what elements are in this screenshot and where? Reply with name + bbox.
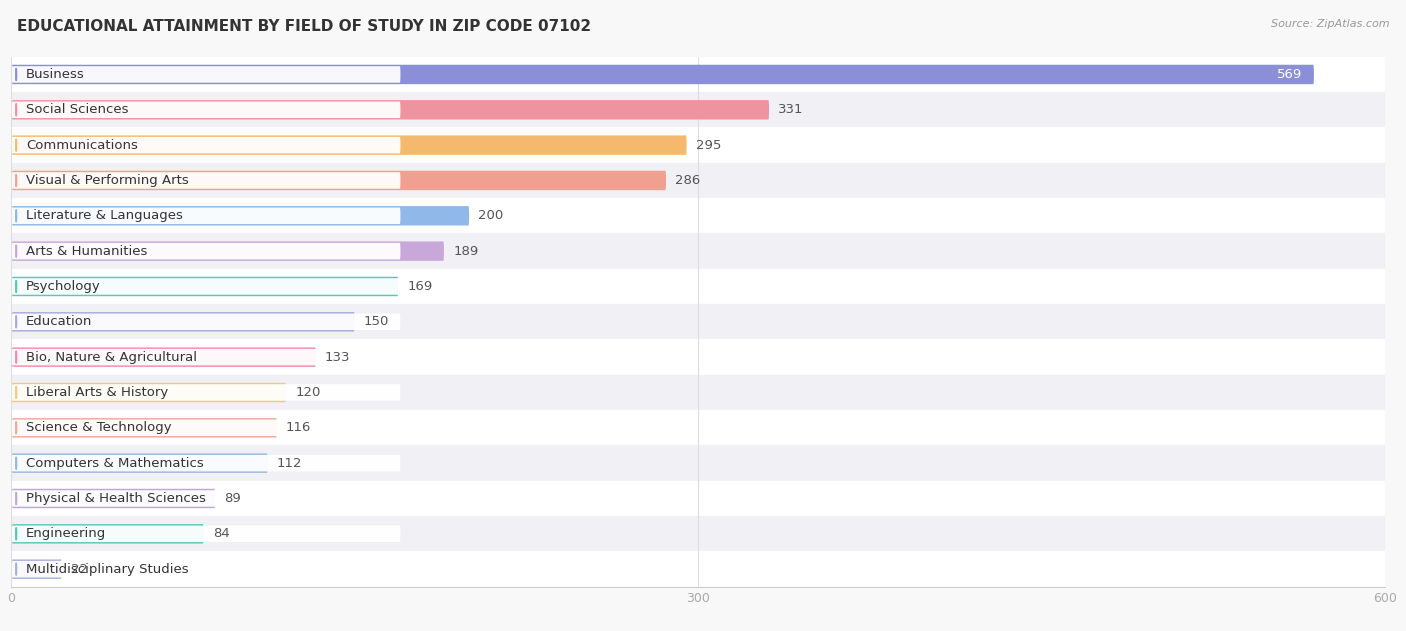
Bar bbox=[11, 516, 1385, 551]
FancyBboxPatch shape bbox=[11, 65, 1315, 84]
Text: 112: 112 bbox=[277, 457, 302, 469]
FancyBboxPatch shape bbox=[11, 137, 401, 153]
FancyBboxPatch shape bbox=[11, 349, 401, 365]
FancyBboxPatch shape bbox=[11, 242, 444, 261]
Text: 84: 84 bbox=[212, 528, 229, 540]
Text: 89: 89 bbox=[224, 492, 240, 505]
Text: Visual & Performing Arts: Visual & Performing Arts bbox=[25, 174, 188, 187]
Text: 120: 120 bbox=[295, 386, 321, 399]
Text: Multidisciplinary Studies: Multidisciplinary Studies bbox=[25, 563, 188, 575]
Bar bbox=[11, 304, 1385, 339]
Text: 286: 286 bbox=[675, 174, 700, 187]
Bar bbox=[11, 233, 1385, 269]
FancyBboxPatch shape bbox=[11, 314, 401, 330]
FancyBboxPatch shape bbox=[11, 526, 401, 542]
Text: 169: 169 bbox=[408, 280, 433, 293]
Text: 116: 116 bbox=[285, 422, 311, 434]
Text: 133: 133 bbox=[325, 351, 350, 363]
Text: Literature & Languages: Literature & Languages bbox=[25, 209, 183, 222]
FancyBboxPatch shape bbox=[11, 100, 769, 119]
FancyBboxPatch shape bbox=[11, 560, 62, 579]
Bar bbox=[11, 551, 1385, 587]
FancyBboxPatch shape bbox=[11, 418, 277, 437]
FancyBboxPatch shape bbox=[11, 561, 401, 577]
FancyBboxPatch shape bbox=[11, 171, 666, 190]
FancyBboxPatch shape bbox=[11, 136, 686, 155]
FancyBboxPatch shape bbox=[11, 208, 401, 224]
Text: 295: 295 bbox=[696, 139, 721, 151]
Bar bbox=[11, 57, 1385, 92]
Text: Source: ZipAtlas.com: Source: ZipAtlas.com bbox=[1271, 19, 1389, 29]
Bar bbox=[11, 410, 1385, 445]
FancyBboxPatch shape bbox=[11, 383, 285, 402]
Text: Engineering: Engineering bbox=[25, 528, 105, 540]
FancyBboxPatch shape bbox=[11, 384, 401, 401]
Text: Arts & Humanities: Arts & Humanities bbox=[25, 245, 148, 257]
Text: Science & Technology: Science & Technology bbox=[25, 422, 172, 434]
Bar bbox=[11, 339, 1385, 375]
Text: Bio, Nature & Agricultural: Bio, Nature & Agricultural bbox=[25, 351, 197, 363]
Text: 569: 569 bbox=[1277, 68, 1302, 81]
Bar bbox=[11, 127, 1385, 163]
Text: 150: 150 bbox=[364, 316, 389, 328]
Bar bbox=[11, 481, 1385, 516]
Text: 22: 22 bbox=[70, 563, 87, 575]
Text: EDUCATIONAL ATTAINMENT BY FIELD OF STUDY IN ZIP CODE 07102: EDUCATIONAL ATTAINMENT BY FIELD OF STUDY… bbox=[17, 19, 591, 34]
FancyBboxPatch shape bbox=[11, 66, 401, 83]
Text: Psychology: Psychology bbox=[25, 280, 101, 293]
FancyBboxPatch shape bbox=[11, 524, 204, 543]
FancyBboxPatch shape bbox=[11, 206, 470, 225]
Bar bbox=[11, 163, 1385, 198]
FancyBboxPatch shape bbox=[11, 454, 267, 473]
FancyBboxPatch shape bbox=[11, 420, 401, 436]
Text: 331: 331 bbox=[778, 103, 804, 116]
Bar bbox=[11, 375, 1385, 410]
FancyBboxPatch shape bbox=[11, 278, 401, 295]
Text: Physical & Health Sciences: Physical & Health Sciences bbox=[25, 492, 205, 505]
Text: Business: Business bbox=[25, 68, 84, 81]
FancyBboxPatch shape bbox=[11, 312, 354, 331]
FancyBboxPatch shape bbox=[11, 489, 215, 508]
Text: Social Sciences: Social Sciences bbox=[25, 103, 128, 116]
Bar bbox=[11, 92, 1385, 127]
FancyBboxPatch shape bbox=[11, 490, 401, 507]
Bar bbox=[11, 198, 1385, 233]
FancyBboxPatch shape bbox=[11, 348, 316, 367]
Text: Education: Education bbox=[25, 316, 93, 328]
Text: 200: 200 bbox=[478, 209, 503, 222]
FancyBboxPatch shape bbox=[11, 243, 401, 259]
Bar bbox=[11, 269, 1385, 304]
Text: 189: 189 bbox=[453, 245, 478, 257]
Text: Communications: Communications bbox=[25, 139, 138, 151]
Text: Liberal Arts & History: Liberal Arts & History bbox=[25, 386, 169, 399]
FancyBboxPatch shape bbox=[11, 455, 401, 471]
FancyBboxPatch shape bbox=[11, 102, 401, 118]
FancyBboxPatch shape bbox=[11, 277, 398, 296]
Bar bbox=[11, 445, 1385, 481]
Text: Computers & Mathematics: Computers & Mathematics bbox=[25, 457, 204, 469]
FancyBboxPatch shape bbox=[11, 172, 401, 189]
